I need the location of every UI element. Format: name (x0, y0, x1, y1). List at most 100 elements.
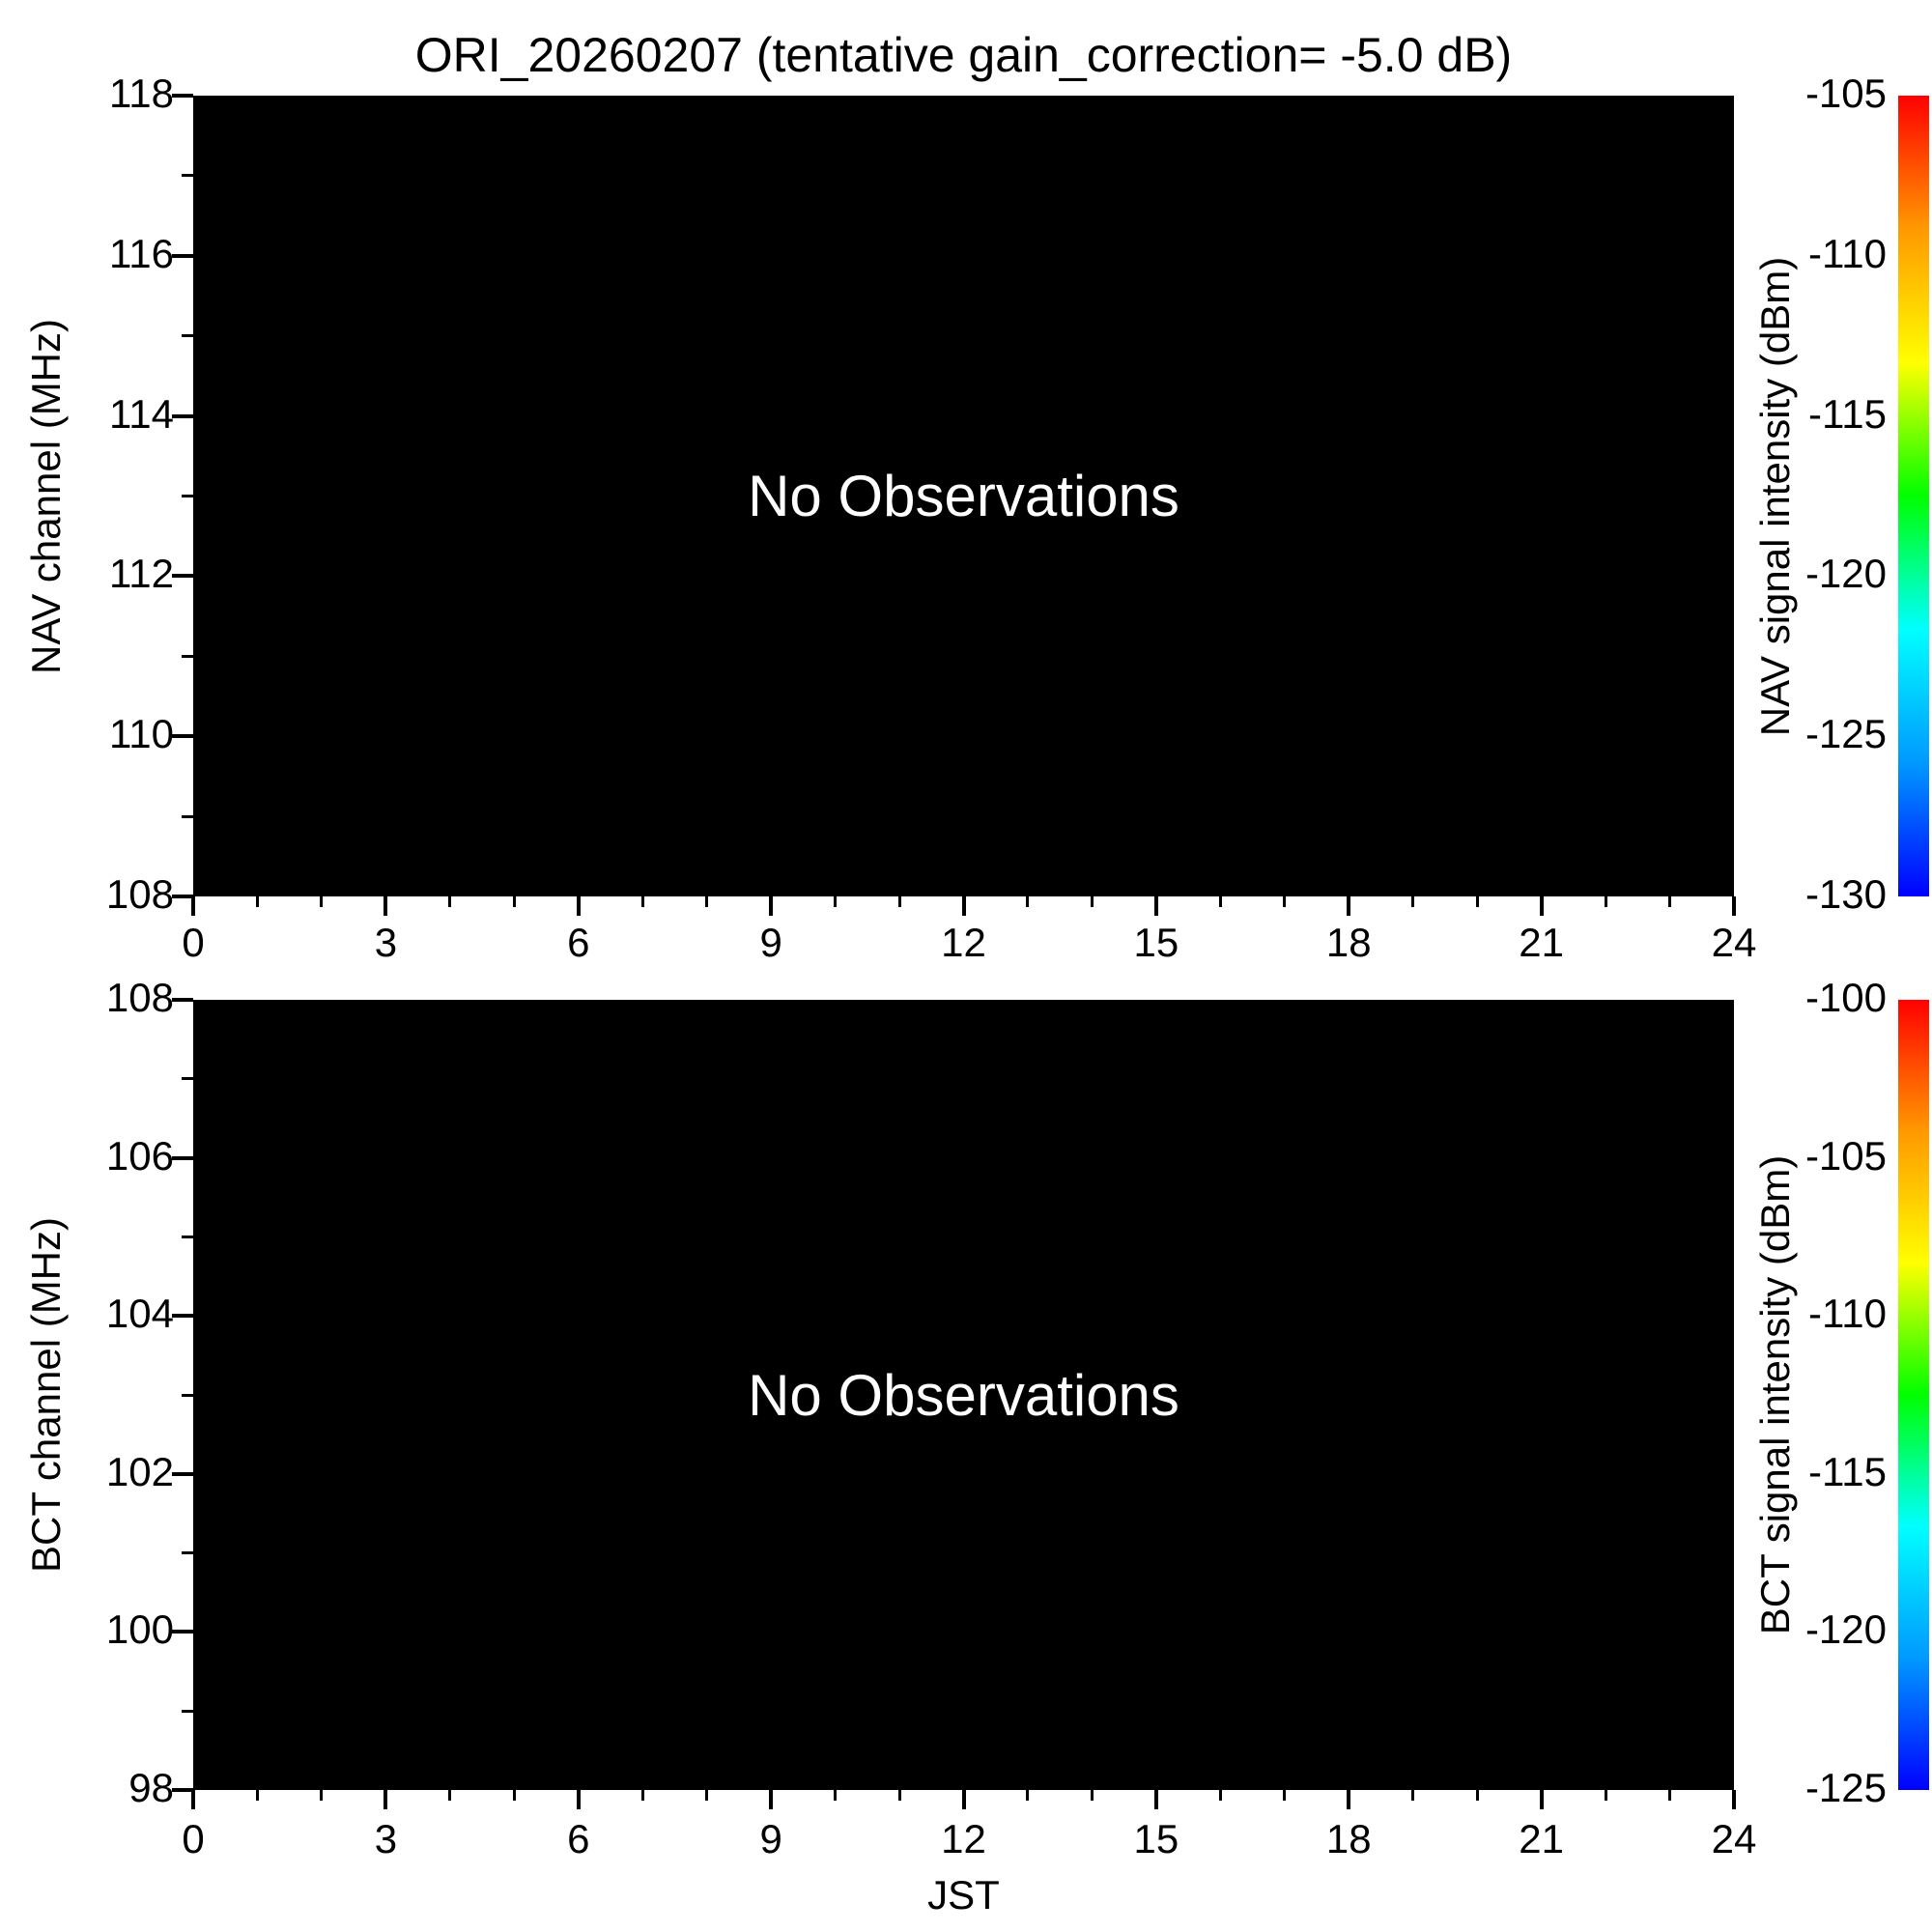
nav-x-tick-label: 15 (1133, 920, 1179, 965)
bct-x-tick-label: 18 (1325, 1816, 1372, 1861)
nav-x-minor-tick-mark (1283, 896, 1287, 907)
nav-y-tick-mark (172, 94, 193, 98)
nav-x-minor-tick-mark (1218, 896, 1222, 907)
nav-x-minor-tick-mark (512, 896, 516, 907)
nav-plot-area: No Observations (193, 96, 1734, 896)
nav-x-minor-tick-mark (1475, 896, 1479, 907)
bct-colorbar-tick-label: -105 (1804, 1132, 1887, 1179)
nav-x-tick-mark (1153, 896, 1158, 916)
bct-x-minor-tick-mark (640, 1790, 644, 1801)
nav-x-tick-label: 24 (1711, 920, 1757, 965)
bct-no-observations-text: No Observations (748, 1362, 1179, 1428)
nav-y-axis-label: NAV channel (MHz) (23, 319, 69, 674)
bct-x-tick-mark (1153, 1790, 1158, 1809)
nav-x-tick-label: 0 (182, 920, 205, 965)
bct-y-tick-mark (172, 1788, 193, 1792)
bct-x-tick-mark (769, 1790, 774, 1809)
bct-colorbar-tick-label: -100 (1804, 975, 1887, 1020)
bct-x-minor-tick-mark (897, 1790, 901, 1801)
bct-x-minor-tick-mark (255, 1790, 259, 1801)
nav-x-minor-tick-mark (1668, 896, 1672, 907)
bct-x-tick-mark (1347, 1790, 1351, 1809)
nav-x-minor-tick-mark (1090, 896, 1094, 907)
nav-y-tick-label: 118 (109, 71, 174, 116)
nav-x-tick-label: 21 (1519, 920, 1564, 965)
nav-y-minor-tick-mark (182, 814, 193, 818)
nav-colorbar-tick-label: -110 (1808, 230, 1887, 276)
bct-x-tick-mark (1539, 1790, 1544, 1809)
bct-x-tick-label: 3 (374, 1816, 398, 1861)
nav-y-tick-label: 110 (109, 711, 174, 757)
bct-y-tick-label: 98 (128, 1765, 174, 1810)
bct-colorbar-label: BCT signal intensity (dBm) (1752, 1154, 1798, 1635)
nav-x-tick-mark (384, 896, 388, 916)
bct-x-tick-label: 9 (759, 1816, 782, 1861)
bct-colorbar-tick-label: -115 (1808, 1448, 1887, 1494)
bct-colorbar (1898, 1000, 1929, 1790)
nav-x-minor-tick-mark (705, 896, 709, 907)
bct-x-tick-mark (961, 1790, 966, 1809)
bct-x-minor-tick-mark (834, 1790, 838, 1801)
bct-x-minor-tick-mark (512, 1790, 516, 1801)
bct-y-tick-label: 108 (105, 975, 174, 1020)
bct-x-minor-tick-mark (448, 1790, 452, 1801)
bct-x-minor-tick-mark (1218, 1790, 1222, 1801)
bct-x-minor-tick-mark (1026, 1790, 1030, 1801)
nav-x-tick-mark (191, 896, 195, 916)
bct-colorbar-tick-label: -125 (1804, 1765, 1887, 1810)
bct-y-tick-mark (172, 998, 193, 1002)
bct-y-tick-label: 102 (105, 1448, 174, 1494)
nav-x-tick-label: 18 (1325, 920, 1372, 965)
nav-y-tick-label: 108 (105, 871, 174, 917)
bct-y-minor-tick-mark (182, 1709, 193, 1713)
nav-x-minor-tick-mark (834, 896, 838, 907)
bct-y-tick-label: 106 (105, 1132, 174, 1179)
nav-y-minor-tick-mark (182, 654, 193, 658)
bct-x-minor-tick-mark (1283, 1790, 1287, 1801)
figure-title: ORI_20260207 (tentative gain_correction=… (414, 28, 1513, 82)
bct-y-tick-label: 100 (105, 1606, 174, 1653)
bct-x-minor-tick-mark (320, 1790, 324, 1801)
nav-x-minor-tick-mark (255, 896, 259, 907)
bct-y-tick-mark (172, 1314, 193, 1319)
bct-x-tick-label: 0 (182, 1816, 205, 1861)
nav-colorbar-tick-label: -125 (1804, 711, 1887, 757)
nav-colorbar (1898, 96, 1929, 896)
nav-x-tick-mark (1347, 896, 1351, 916)
bct-x-minor-tick-mark (1604, 1790, 1607, 1801)
nav-y-minor-tick-mark (182, 495, 193, 497)
bct-y-tick-mark (172, 1630, 193, 1634)
nav-colorbar-tick-label: -120 (1804, 551, 1887, 597)
nav-y-tick-mark (172, 574, 193, 579)
nav-x-tick-label: 6 (567, 920, 590, 965)
bct-x-minor-tick-mark (705, 1790, 709, 1801)
nav-y-tick-mark (172, 253, 193, 258)
x-axis-label: JST (927, 1872, 1000, 1918)
nav-y-tick-mark (172, 895, 193, 898)
bct-x-minor-tick-mark (1668, 1790, 1672, 1801)
nav-x-minor-tick-mark (1411, 896, 1415, 907)
nav-no-observations-text: No Observations (748, 464, 1179, 528)
nav-y-minor-tick-mark (182, 334, 193, 338)
bct-y-minor-tick-mark (182, 1235, 193, 1238)
nav-x-tick-label: 3 (374, 920, 398, 965)
nav-y-minor-tick-mark (182, 174, 193, 178)
nav-y-tick-label: 114 (109, 390, 174, 437)
nav-y-tick-label: 116 (109, 230, 174, 276)
nav-y-tick-label: 112 (109, 551, 174, 597)
nav-colorbar-tick-label: -130 (1804, 871, 1887, 917)
nav-x-tick-mark (769, 896, 774, 916)
bct-y-minor-tick-mark (182, 1393, 193, 1397)
bct-x-tick-label: 6 (567, 1816, 590, 1861)
bct-x-tick-label: 15 (1133, 1816, 1179, 1861)
nav-x-minor-tick-mark (640, 896, 644, 907)
bct-y-minor-tick-mark (182, 1551, 193, 1555)
bct-x-minor-tick-mark (1090, 1790, 1094, 1801)
nav-x-minor-tick-mark (1026, 896, 1030, 907)
bct-x-tick-mark (1732, 1790, 1736, 1809)
bct-y-minor-tick-mark (182, 1077, 193, 1081)
nav-colorbar-tick-label: -105 (1804, 71, 1887, 116)
nav-y-tick-mark (172, 413, 193, 418)
bct-colorbar-tick-label: -120 (1804, 1606, 1887, 1653)
